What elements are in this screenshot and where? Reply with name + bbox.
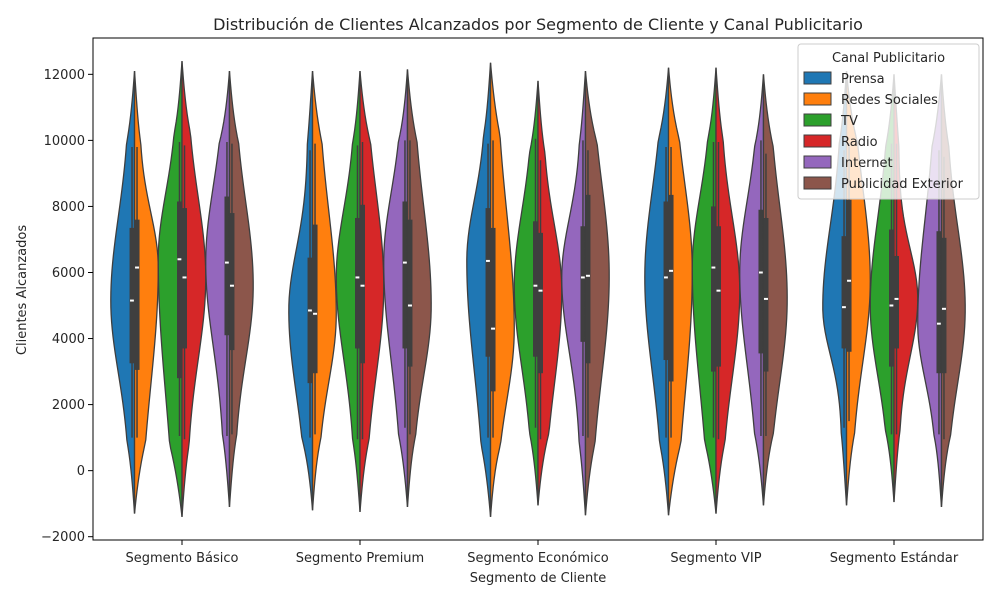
x-tick-label: Segmento Premium [296,551,424,566]
violin-half [181,61,207,517]
violin-half [489,62,515,517]
legend-swatch [803,134,832,148]
iqr-box [407,219,413,367]
legend-frame [797,43,980,200]
legend-title: Canal Publicitario [832,51,945,66]
legend-swatch [803,176,832,190]
x-tick-label: Segmento Estándar [830,551,959,566]
legend-label: Radio [841,135,878,150]
violin-half [311,70,337,511]
y-axis: −2000 0 2000 4000 6000 8000 10000 12000 [41,68,93,545]
violin-half [157,61,183,517]
chart-title: Distribución de Clientes Alcanzados por … [213,15,863,34]
iqr-box [758,209,764,354]
y-tick-label: 4000 [52,332,85,347]
y-tick-label: 0 [77,464,85,479]
legend-label: Publicidad Exterior [841,177,964,192]
y-tick-label: 6000 [52,266,85,281]
iqr-box [580,226,586,342]
y-tick-label: 8000 [52,200,85,215]
iqr-box [224,196,230,336]
y-tick-label: 10000 [44,134,85,149]
iqr-box [134,219,140,370]
iqr-box [711,206,716,372]
iqr-box [402,201,408,349]
legend-label: TV [840,114,858,129]
violin-half [133,70,159,514]
violin-half [691,67,717,514]
legend-swatch [803,113,832,127]
violin-half [762,74,788,506]
y-tick-label: −2000 [41,530,85,545]
violin-half [561,70,587,516]
iqr-box [894,255,899,349]
iqr-box [312,224,318,374]
iqr-box [229,213,235,351]
violin-half [335,70,361,512]
iqr-box [846,199,852,352]
iqr-box [355,217,360,349]
iqr-box [941,237,947,374]
y-tick-label: 12000 [44,68,85,83]
iqr-box [763,217,769,372]
iqr-box [129,227,135,364]
y-axis-label: Clientes Alcanzados [15,225,30,355]
x-tick-label: Segmento Económico [467,551,609,566]
legend-label: Internet [841,156,893,171]
iqr-box [538,232,543,374]
violin-half [739,74,765,506]
legend-swatch [803,155,832,169]
iqr-box [360,204,365,364]
legend: Canal Publicitario Prensa Redes Sociales TV… [797,43,980,200]
violin-half [228,70,254,508]
violin-half [513,80,539,506]
iqr-box [585,194,591,364]
iqr-box [533,221,538,357]
legend-swatch [803,92,832,106]
violin-half [383,69,409,508]
plot-area [92,37,984,541]
violin-half [288,70,314,511]
legend-label: Prensa [841,72,885,87]
violin-half [110,70,136,514]
violin-half [205,70,231,508]
legend-label: Redes Sociales [841,93,938,108]
iqr-box [841,236,847,349]
x-tick-label: Segmento VIP [670,551,761,566]
violin-half [644,67,670,516]
violin-half [584,70,610,516]
x-axis: Segmento Básico Segmento Premium Segmento … [126,540,959,566]
legend-swatch [803,71,832,85]
iqr-box [716,226,721,367]
y-tick-label: 2000 [52,398,85,413]
x-axis-label: Segmento de Cliente [470,571,607,586]
iqr-box [490,227,496,392]
violin-half [406,69,432,508]
iqr-box [485,208,491,357]
iqr-box [889,229,894,367]
iqr-box [936,231,942,374]
violin-half [466,62,492,517]
iqr-box [668,194,674,382]
x-tick-label: Segmento Básico [126,551,239,566]
iqr-box [177,201,182,379]
iqr-box [663,201,669,361]
iqr-box [307,257,313,384]
